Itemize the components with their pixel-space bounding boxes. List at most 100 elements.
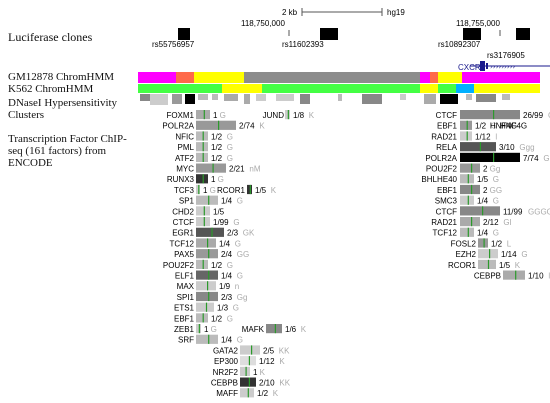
tf-cluster-bar[interactable] <box>460 142 496 152</box>
tf-cluster-bar[interactable] <box>460 120 472 130</box>
tf-cluster-right[interactable]: BHLHE40 1/5 G <box>421 174 499 184</box>
tf-cluster-bar[interactable] <box>196 163 226 173</box>
clone-block[interactable] <box>516 28 530 40</box>
tf-cluster-right[interactable]: RAD21 1/12 l <box>431 131 497 141</box>
tf-cluster-right[interactable]: EZH2 1/14 G <box>456 249 528 259</box>
tf-cluster-bar[interactable] <box>196 270 218 280</box>
tf-cluster-left[interactable]: SPI1 2/3 Gg <box>177 291 248 302</box>
tf-cluster-bar[interactable] <box>478 249 498 259</box>
tf-cluster-bar[interactable] <box>196 281 216 291</box>
tf-cluster-left[interactable]: POU2F2 1/2 G <box>163 259 233 270</box>
tf-cluster-bar[interactable] <box>460 131 472 141</box>
tf-cluster-right[interactable]: HNF4G <box>490 122 517 131</box>
tf-cluster-right[interactable]: RCOR1 1/5 K <box>448 259 521 270</box>
tf-cluster-bar[interactable] <box>196 249 218 259</box>
tf-cluster-left[interactable]: CTCF 1/99 G <box>173 217 240 227</box>
tf-cluster-left[interactable]: JUND 1/8 K <box>263 110 315 120</box>
tf-cluster-left[interactable]: PAX5 2/4 GG <box>174 249 249 259</box>
tf-cluster-right[interactable]: CTCF 26/99 GHeeeGgg <box>436 110 550 120</box>
tf-cluster-bar[interactable] <box>240 366 250 376</box>
tf-cluster-bar[interactable] <box>196 259 208 269</box>
tf-cluster-bar[interactable] <box>196 227 224 237</box>
tf-cluster-left[interactable]: NR2F2 1 K <box>213 366 266 377</box>
tf-cluster-bar[interactable] <box>460 206 500 216</box>
tf-cluster-bar[interactable] <box>196 334 218 344</box>
tf-cluster-left[interactable]: TCF12 1/4 G <box>170 238 241 248</box>
tf-cluster-left[interactable]: ATF2 1/2 G <box>175 152 233 163</box>
tf-cluster-bar[interactable] <box>196 291 218 302</box>
tf-cluster-left[interactable]: NFIC 1/2 G <box>175 131 233 141</box>
tf-cluster-bar[interactable] <box>196 324 201 334</box>
tf-cluster-bar[interactable] <box>240 345 260 355</box>
tf-cluster-left[interactable]: EGR1 2/3 GK <box>172 227 255 238</box>
tf-cluster-left[interactable]: ETS1 1/3 G <box>174 302 239 313</box>
tf-cluster-left[interactable]: TCF3 1 G <box>174 184 216 195</box>
tf-cluster-bar[interactable] <box>196 238 216 248</box>
tf-cluster-left[interactable]: PML 1/2 G <box>178 142 233 152</box>
tf-cluster-left[interactable]: SP1 1/4 G <box>179 195 243 206</box>
motif-tick <box>203 217 205 227</box>
tf-cluster-bar[interactable] <box>240 377 256 387</box>
tf-cluster-left[interactable]: MYC 2/21 nM <box>176 163 261 174</box>
tf-cluster-bar[interactable] <box>196 195 218 205</box>
tf-cluster-right[interactable]: EBF1 1/2 G <box>437 120 497 131</box>
tf-cluster-bar[interactable] <box>196 131 208 141</box>
tf-cluster-left[interactable]: EP300 1/12 K <box>214 356 285 366</box>
tf-cluster-bar[interactable] <box>460 195 474 205</box>
tf-cluster-bar[interactable] <box>460 174 474 184</box>
tf-cluster-bar[interactable] <box>196 174 208 184</box>
tf-cluster-left[interactable]: ZEB1 1 G <box>174 324 217 334</box>
cxcr5-gene[interactable]: CXCR5 ››››››››› <box>458 61 550 72</box>
tf-cluster-left[interactable]: GATA2 2/5 KK <box>213 345 290 355</box>
tf-cluster-left[interactable]: CHD2 1/5 <box>172 206 225 216</box>
tf-cluster-bar[interactable] <box>460 184 480 195</box>
tf-cluster-right[interactable]: SMC3 1/4 G <box>435 195 499 206</box>
tf-cluster-bar[interactable] <box>196 120 236 130</box>
tf-cluster-bar[interactable] <box>196 217 210 227</box>
tf-cluster-bar[interactable] <box>266 324 282 334</box>
tf-cluster-left[interactable]: RCOR1 1/5 K <box>217 184 277 195</box>
tf-cluster-bar[interactable] <box>460 152 520 162</box>
tf-cluster-left[interactable]: MAFK 1/6 K <box>242 324 307 334</box>
tf-cluster-right[interactable]: CEBPB 1/10 l <box>474 270 550 281</box>
tf-cluster-right[interactable]: POLR2A 7/74 GGggg <box>425 152 550 163</box>
tf-cluster-bar[interactable] <box>460 227 474 237</box>
tf-cluster-bar[interactable] <box>196 142 208 152</box>
tf-cluster-left[interactable]: SRF 1/4 G <box>178 334 243 345</box>
tf-cluster-bar[interactable] <box>478 259 496 269</box>
tf-cluster-right[interactable]: RELA 3/10 Ggg <box>436 142 535 152</box>
tf-cluster-bar[interactable] <box>503 270 525 280</box>
tf-cluster-bar[interactable] <box>460 163 480 173</box>
tf-name: TCF3 <box>174 186 195 195</box>
tf-cluster-left[interactable]: MAX 1/9 n <box>177 281 240 291</box>
tf-cluster-left[interactable]: CEBPB 2/10 KK <box>211 377 291 388</box>
clone-block[interactable] <box>320 28 338 40</box>
tf-cluster-bar[interactable] <box>240 388 254 398</box>
tf-cluster-bar[interactable] <box>196 110 210 120</box>
tf-cluster-bar[interactable] <box>196 313 208 323</box>
clone-block[interactable] <box>463 28 481 40</box>
tf-cluster-bar[interactable] <box>196 206 210 216</box>
tf-cluster-left[interactable]: ELF1 1/4 G <box>175 270 243 281</box>
tf-cluster-left[interactable]: RUNX3 1 G <box>167 174 224 184</box>
tf-cluster-left[interactable]: POLR2A 2/74 K <box>162 120 265 131</box>
tf-cluster-right[interactable]: FOSL2 1/2 L <box>451 238 512 248</box>
tf-cluster-left[interactable]: MAFF 1/2 K <box>216 388 279 398</box>
tf-cluster-right[interactable]: TCF12 1/4 G <box>433 227 499 238</box>
tf-cluster-bar[interactable] <box>460 110 520 120</box>
tf-cluster-left[interactable]: EBF1 1/2 G <box>174 313 233 323</box>
tf-cluster-left[interactable]: FOXM1 1 G <box>166 110 226 120</box>
tf-cluster-bar[interactable] <box>478 238 488 248</box>
tf-cluster-bar[interactable] <box>247 184 252 195</box>
tf-cluster-right[interactable]: CTCF 11/99 GGGG <box>436 206 550 216</box>
tf-cluster-bar[interactable] <box>196 184 200 195</box>
tf-cluster-bar[interactable] <box>285 110 290 120</box>
tf-cluster-bar[interactable] <box>196 302 214 312</box>
tf-cluster-bar[interactable] <box>460 217 480 227</box>
tf-cluster-right[interactable]: EBF1 2 GG <box>437 184 502 195</box>
clone-block[interactable] <box>178 28 190 40</box>
tf-cluster-bar[interactable] <box>196 152 208 162</box>
tf-cluster-right[interactable]: RAD21 2/12 Gl <box>431 217 512 227</box>
tf-cluster-bar[interactable] <box>240 356 256 366</box>
tf-cluster-right[interactable]: POU2F2 2 Gg <box>426 163 500 174</box>
